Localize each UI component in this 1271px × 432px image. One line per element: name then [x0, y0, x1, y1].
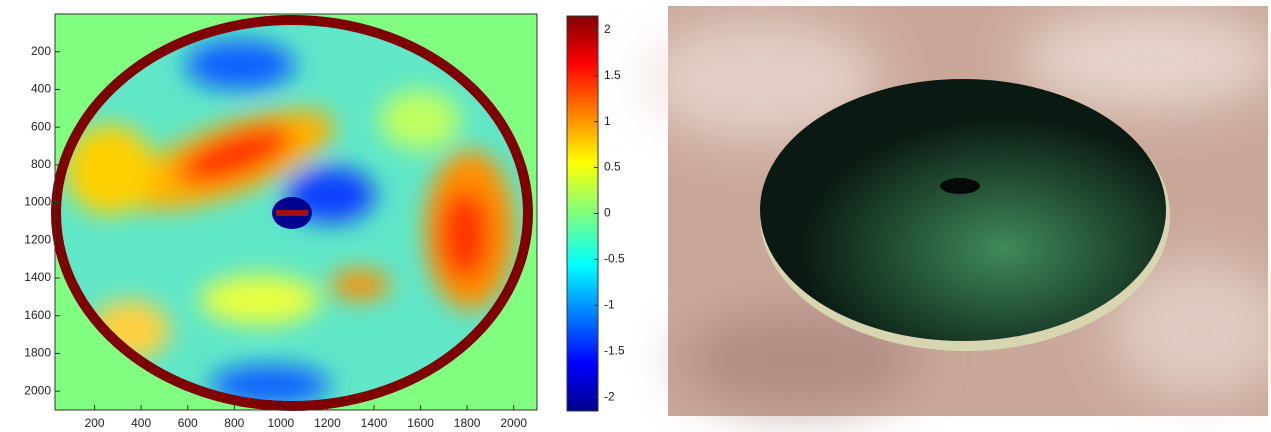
x-tick-label: 800: [224, 416, 244, 430]
x-tick-label: 200: [85, 416, 105, 430]
colorbar-tick-label: 1.5: [604, 68, 621, 82]
figure: 2004006008001000120014001600180020002004…: [0, 0, 1271, 432]
y-tick-label: 1800: [24, 346, 51, 360]
y-tick-label: 2000: [24, 383, 51, 397]
x-tick-label: 2000: [500, 416, 527, 430]
x-tick-label: 1400: [361, 416, 388, 430]
colorbar-tick-label: -1.5: [604, 343, 625, 357]
colorbar-tick-label: 2: [604, 22, 611, 36]
colorbar: [567, 16, 598, 411]
colorbar-tick-label: 0: [604, 206, 611, 220]
y-tick-label: 1400: [24, 270, 51, 284]
x-tick-label: 1800: [454, 416, 481, 430]
x-tick-label: 1200: [314, 416, 341, 430]
colorbar-tick-label: 0.5: [604, 160, 621, 174]
y-tick-label: 1200: [24, 232, 51, 246]
colorbar-tick-label: 1: [604, 114, 611, 128]
x-tick-label: 1600: [407, 416, 434, 430]
x-tick-label: 400: [131, 416, 151, 430]
colorbar-tick-label: -0.5: [604, 252, 625, 266]
colorbar-tick-label: -1: [604, 298, 615, 312]
y-tick-label: 600: [31, 119, 51, 133]
y-tick-label: 1000: [24, 195, 51, 209]
center-bar: [276, 210, 308, 216]
y-tick-label: 400: [31, 82, 51, 96]
page: 2004006008001000120014001600180020002004…: [0, 0, 1271, 432]
x-tick-label: 600: [178, 416, 198, 430]
y-tick-label: 200: [31, 44, 51, 58]
x-tick-label: 1000: [268, 416, 295, 430]
photo: [640, 6, 1271, 416]
colorbar-tick-label: -2: [604, 389, 615, 403]
y-tick-label: 800: [31, 157, 51, 171]
y-tick-label: 1600: [24, 308, 51, 322]
